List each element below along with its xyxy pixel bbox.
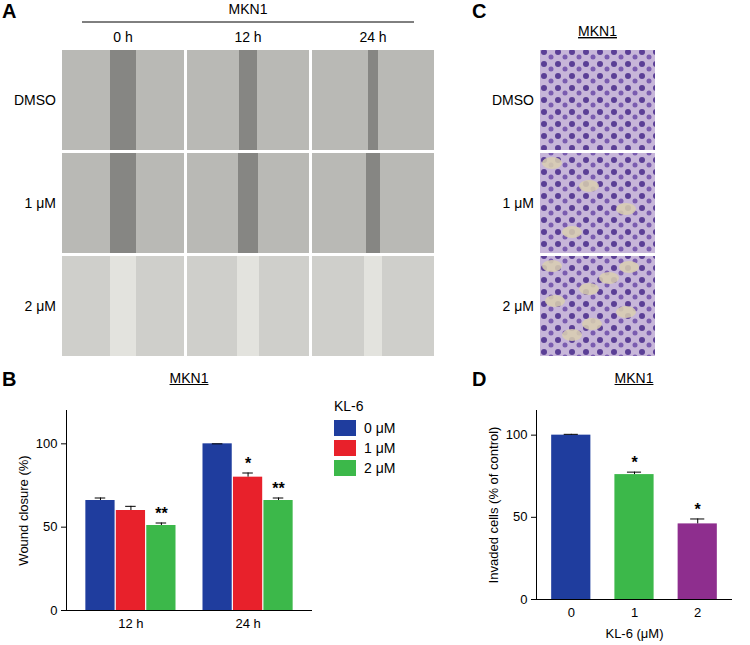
- svg-text:1: 1: [631, 605, 638, 620]
- html-text:2 μM: 2 μM: [364, 460, 396, 476]
- svg-text:0: 0: [50, 603, 57, 618]
- html-text:A: A: [2, 0, 17, 22]
- svg-text:MKN1: MKN1: [229, 1, 268, 17]
- svg-text:2 μM: 2 μM: [25, 298, 56, 314]
- html-text:0 μM: 0 μM: [364, 420, 396, 436]
- svg-text:2 μM: 2 μM: [503, 298, 534, 314]
- svg-text:KL-6 (μM): KL-6 (μM): [605, 626, 663, 641]
- svg-text:Wound closure (%): Wound closure (%): [16, 455, 31, 565]
- svg-text:100: 100: [506, 427, 528, 442]
- svg-text:12 h: 12 h: [118, 616, 143, 631]
- svg-text:**: **: [272, 480, 285, 497]
- svg-text:0: 0: [520, 592, 527, 607]
- svg-text:*: *: [695, 501, 702, 518]
- svg-text:24 h: 24 h: [359, 29, 386, 45]
- html-text:MKN1: MKN1: [614, 370, 654, 386]
- html-text:B: B: [2, 368, 17, 390]
- svg-text:**: **: [155, 505, 168, 522]
- svg-text:1 μM: 1 μM: [25, 195, 56, 211]
- html-text:1 μM: 1 μM: [364, 440, 396, 456]
- svg-text:2: 2: [694, 605, 701, 620]
- svg-text:DMSO: DMSO: [14, 92, 56, 108]
- svg-text:Invaded cells (% of control): Invaded cells (% of control): [486, 427, 501, 584]
- svg-text:50: 50: [513, 509, 527, 524]
- svg-text:1 μM: 1 μM: [503, 195, 534, 211]
- svg-text:MKN1: MKN1: [578, 23, 617, 39]
- svg-text:100: 100: [36, 436, 58, 451]
- html-text:MKN1: MKN1: [169, 370, 209, 386]
- svg-text:12 h: 12 h: [234, 29, 261, 45]
- svg-text:0 h: 0 h: [113, 29, 132, 45]
- svg-text:50: 50: [43, 519, 57, 534]
- svg-text:DMSO: DMSO: [492, 92, 534, 108]
- svg-text:24 h: 24 h: [235, 616, 260, 631]
- html-text:KL-6: KL-6: [334, 398, 364, 414]
- svg-text:*: *: [631, 454, 638, 471]
- html-text:D: D: [472, 368, 487, 390]
- svg-text:0: 0: [568, 605, 575, 620]
- html-text:C: C: [472, 0, 487, 22]
- svg-text:*: *: [245, 455, 252, 472]
